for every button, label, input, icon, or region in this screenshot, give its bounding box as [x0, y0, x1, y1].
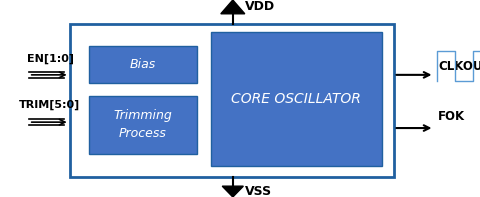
Bar: [211, 32, 382, 166]
Text: VDD: VDD: [245, 0, 275, 13]
Text: TRIM[5:0]: TRIM[5:0]: [19, 99, 81, 110]
Text: EN[1:0]: EN[1:0]: [27, 54, 74, 64]
Bar: [89, 46, 197, 83]
Text: Trimming
Process: Trimming Process: [113, 109, 172, 140]
Text: Bias: Bias: [130, 58, 156, 71]
Bar: [70, 24, 394, 177]
Text: FOK: FOK: [438, 110, 466, 123]
Polygon shape: [222, 186, 243, 197]
Text: CORE OSCILLATOR: CORE OSCILLATOR: [231, 92, 361, 106]
Bar: [89, 96, 197, 154]
Text: CLKOUT: CLKOUT: [438, 60, 480, 73]
Polygon shape: [221, 0, 245, 14]
Text: VSS: VSS: [245, 185, 272, 197]
